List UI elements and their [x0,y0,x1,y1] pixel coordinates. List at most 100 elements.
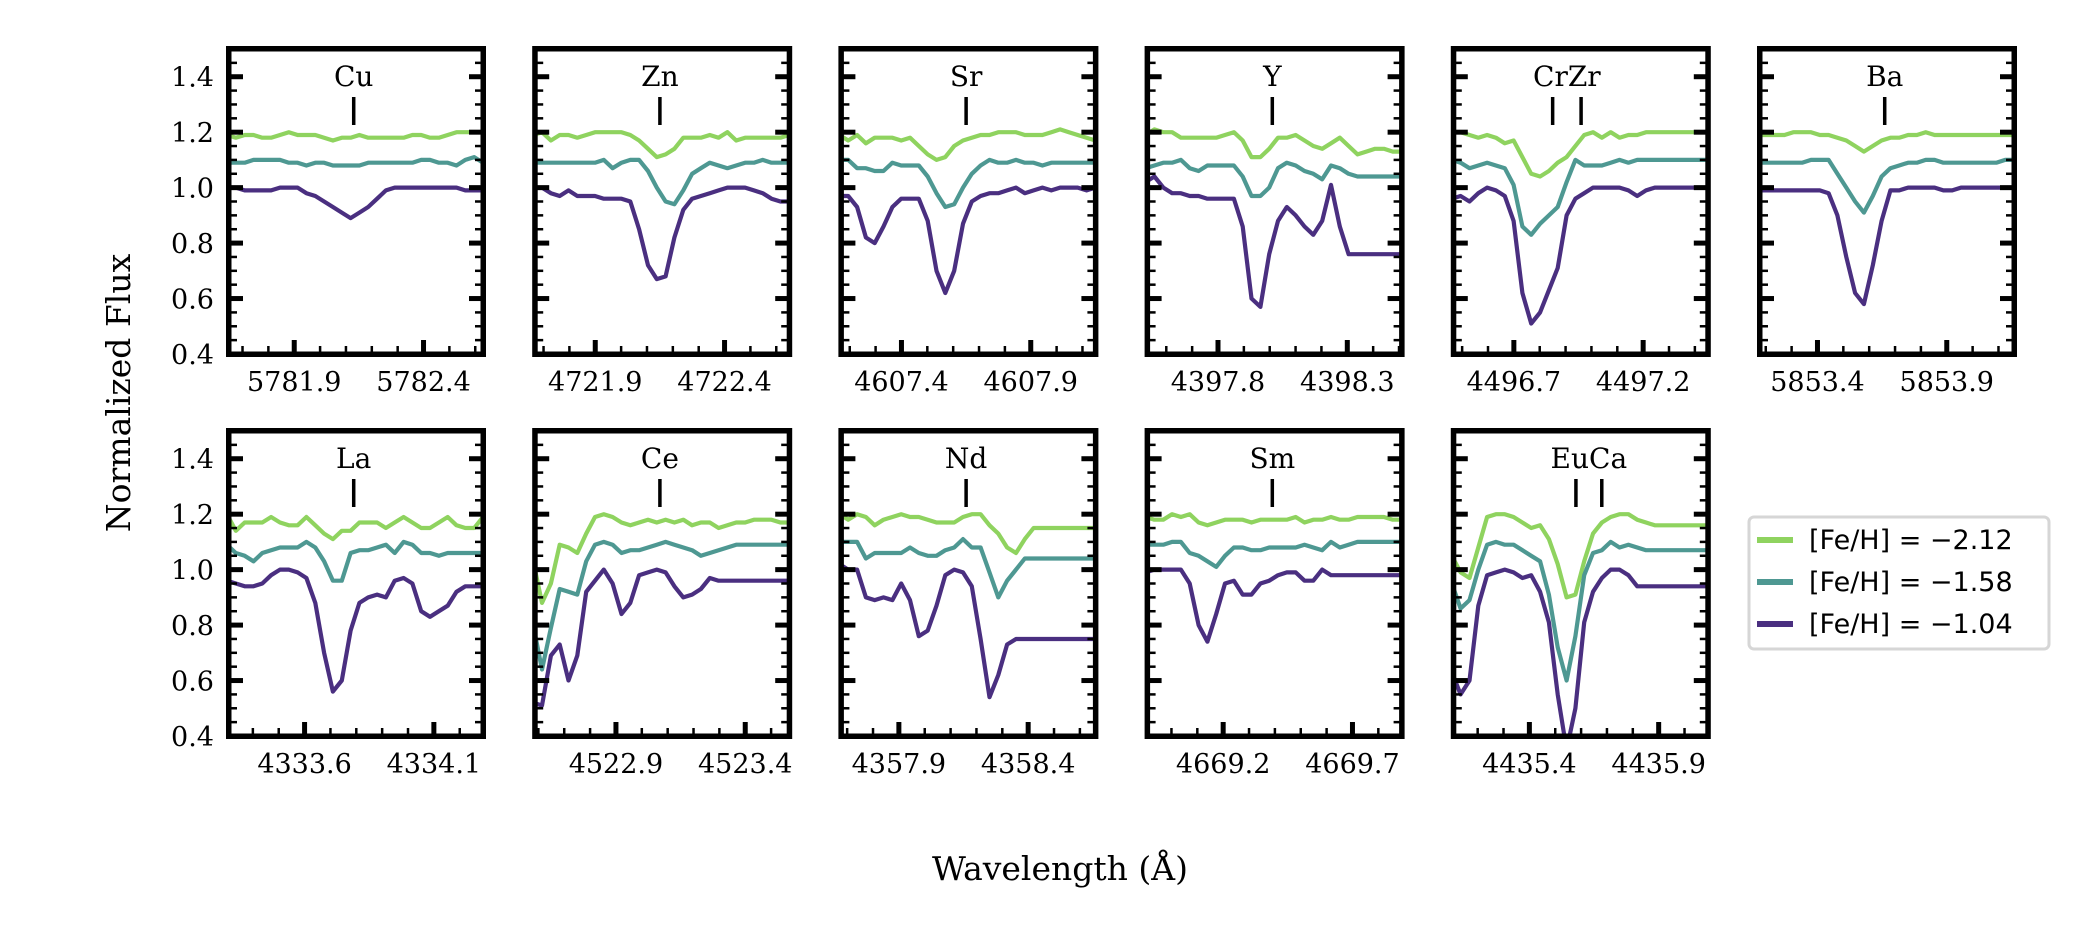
series-line-fe-h-2-12 [1453,512,1708,600]
series-line-fe-h-1-58 [1453,157,1708,237]
series-group [535,512,790,708]
y-tick-label: 0.4 [171,340,214,371]
panel-element-label: EuCa [1551,442,1628,475]
panel-element-label: Cu [334,60,373,93]
panel-element-label: Ba [1866,60,1903,93]
y-tick-label: 1.4 [171,445,214,476]
y-tick-label: 0.8 [171,611,214,642]
x-tick-label: 4523.4 [698,749,792,780]
legend-label-fe-h-minus-2-12: [Fe/H] = −2.12 [1809,525,2013,556]
y-tick-label: 0.4 [171,722,214,753]
series-line-fe-h-2-12 [841,127,1096,162]
panel-element-label: CrZr [1533,60,1601,93]
series-line-fe-h-2-12 [1147,512,1402,528]
panel-frame [226,428,486,739]
panel-element-label: Sm [1249,442,1295,475]
panel-frame [1144,428,1405,739]
panel-cu: 5781.9 5782.4 0.4 0.6 0.8 1.0 1.2 1.4 Cu [171,46,486,398]
series-line-fe-h-1-04 [535,185,790,282]
series-group [535,130,790,282]
series-line-fe-h-1-58 [535,539,790,672]
x-tick-label: 4522.9 [569,749,663,780]
series-group [1147,512,1402,644]
x-tick-label: 4333.6 [257,749,351,780]
series-group [1453,130,1708,326]
series-line-fe-h-1-04 [1453,567,1708,736]
x-axis-label: Wavelength (Å) [932,848,1188,888]
panel-element-label: Ce [641,442,679,475]
legend: [Fe/H] = −2.12 [Fe/H] = −1.58 [Fe/H] = −… [1747,515,2051,651]
panel-element-label: Y [1262,60,1282,93]
series-line-fe-h-1-58 [1147,539,1402,570]
legend-label-fe-h-minus-1-04: [Fe/H] = −1.04 [1809,609,2013,640]
series-line-fe-h-1-04 [1760,185,2014,307]
panel-ba: 5853.4 5853.9 Ba [1757,46,2017,398]
series-line-fe-h-2-12 [1147,127,1402,160]
panel-la: 4333.6 4334.1 0.4 0.6 0.8 1.0 1.2 1.4 La [171,428,486,780]
panel-element-label: La [336,442,371,475]
series-line-fe-h-1-58 [1453,539,1708,683]
series-line-fe-h-1-58 [535,157,790,207]
series-line-fe-h-1-58 [1760,157,2014,215]
series-group [841,512,1096,700]
series-line-fe-h-1-04 [229,185,483,221]
x-tick-label: 4435.4 [1482,749,1576,780]
series-line-fe-h-1-58 [841,536,1096,600]
series-group [1147,127,1402,309]
panel-euca: 4435.4 4435.9 EuCa [1450,428,1711,780]
panel-ce: 4522.9 4523.4 Ce [532,428,793,780]
series-line-fe-h-2-12 [1453,130,1708,179]
x-tick-label: 4397.8 [1171,367,1265,398]
x-tick-label: 4496.7 [1467,367,1561,398]
series-line-fe-h-2-12 [535,130,790,160]
series-line-fe-h-2-12 [841,512,1096,556]
y-tick-label: 1.2 [171,500,214,531]
x-tick-label: 5853.9 [1900,367,1994,398]
panel-frame [1450,428,1711,739]
panel-zn: 4721.9 4722.4 Zn [532,46,793,398]
panel-frame [532,428,793,739]
x-tick-label: 4435.9 [1611,749,1705,780]
series-line-fe-h-1-58 [229,539,483,583]
y-tick-label: 0.6 [171,667,214,698]
x-tick-label: 5781.9 [247,367,341,398]
x-tick-label: 4334.1 [387,749,481,780]
legend-frame [1747,515,2051,651]
series-line-fe-h-1-04 [841,562,1096,700]
series-line-fe-h-1-04 [1453,185,1708,326]
series-line-fe-h-2-12 [535,512,790,606]
x-tick-label: 5782.4 [376,367,470,398]
y-tick-label: 1.0 [171,556,214,587]
x-tick-label: 4398.3 [1300,367,1394,398]
series-line-fe-h-2-12 [1760,130,2014,154]
series-group [229,130,483,221]
series-group [841,127,1096,296]
series-line-fe-h-2-12 [229,513,483,542]
series-line-fe-h-1-58 [229,155,483,168]
x-tick-label: 4721.9 [548,367,642,398]
legend-label-fe-h-minus-1-58: [Fe/H] = −1.58 [1809,567,2013,598]
panel-sm: 4669.2 4669.7 Sm [1144,428,1405,780]
panel-frame [1144,46,1405,357]
series-line-fe-h-2-12 [229,130,483,143]
y-tick-label: 1.2 [171,118,214,149]
panel-frame [1757,46,2017,357]
series-line-fe-h-1-04 [1147,567,1402,644]
x-tick-label: 4722.4 [677,367,771,398]
x-tick-label: 4607.4 [854,367,948,398]
panel-frame [838,46,1099,357]
x-tick-label: 5853.4 [1770,367,1864,398]
series-line-fe-h-1-04 [229,567,483,694]
panel-element-label: Zn [641,60,679,93]
panel-frame [838,428,1099,739]
x-tick-label: 4669.7 [1305,749,1399,780]
y-tick-label: 0.6 [171,285,214,316]
x-tick-label: 4497.2 [1596,367,1690,398]
x-tick-label: 4358.4 [981,749,1075,780]
y-tick-label: 1.4 [171,63,214,94]
panel-y: 4397.8 4398.3 Y [1144,46,1405,398]
y-tick-label: 1.0 [171,174,214,205]
series-line-fe-h-1-58 [841,157,1096,210]
